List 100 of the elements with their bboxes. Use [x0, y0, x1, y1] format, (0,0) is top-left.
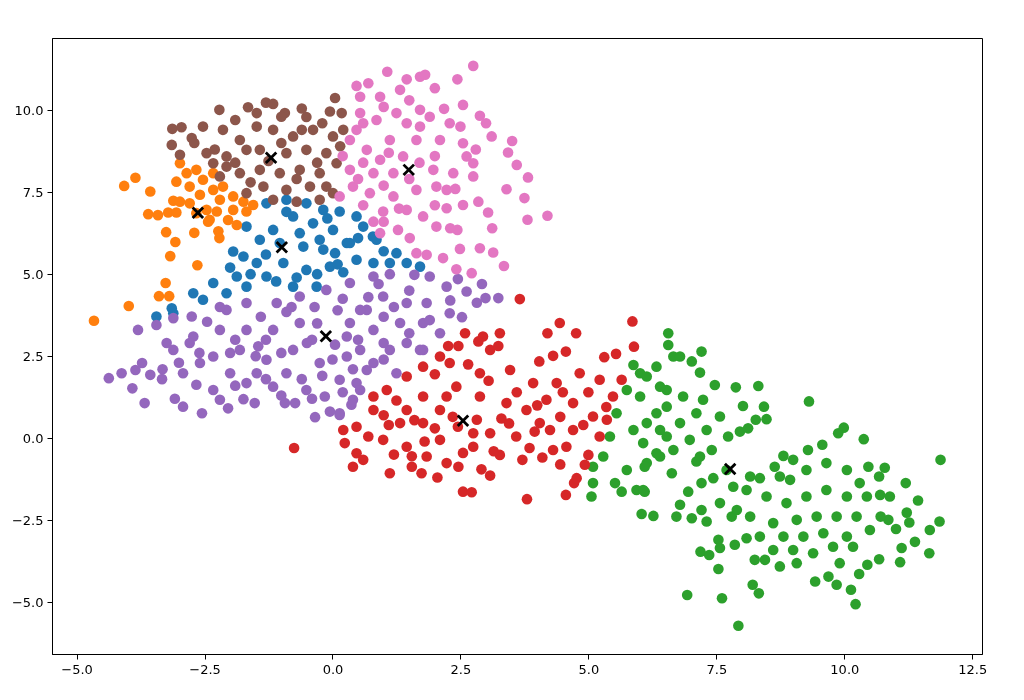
point: [287, 281, 299, 292]
point: [188, 227, 200, 239]
point: [192, 260, 203, 271]
point: [207, 277, 219, 289]
y-tick-label: 7.5: [22, 184, 44, 200]
point: [224, 262, 236, 273]
point: [384, 257, 396, 269]
point: [222, 214, 234, 226]
point: [297, 241, 309, 252]
point: [160, 277, 171, 289]
point: [184, 198, 195, 209]
point: [294, 227, 306, 239]
point: [181, 167, 192, 179]
x-tick-label: 5.0: [578, 661, 600, 677]
point: [171, 176, 182, 187]
y-tick-label: 0.0: [22, 430, 44, 446]
point: [163, 290, 175, 302]
point: [254, 234, 266, 246]
point: [123, 300, 135, 312]
point: [319, 329, 333, 343]
point: [368, 257, 379, 269]
point: [231, 219, 243, 231]
point: [281, 194, 292, 206]
point: [241, 221, 252, 232]
point: [311, 268, 323, 280]
point: [307, 218, 319, 229]
point: [152, 209, 164, 221]
point: [261, 271, 272, 282]
point: [171, 207, 182, 218]
point: [214, 194, 226, 206]
point: [391, 247, 402, 259]
point: [278, 257, 289, 269]
point: [153, 290, 165, 302]
point: [164, 250, 176, 262]
point: [322, 213, 333, 224]
y-tick-label: 10.0: [14, 102, 44, 118]
point: [227, 191, 239, 202]
point: [151, 311, 162, 322]
point: [317, 204, 329, 216]
point: [352, 232, 364, 244]
point: [334, 206, 345, 217]
point: [160, 226, 172, 238]
point: [245, 268, 256, 280]
point: [351, 211, 362, 222]
y-tick-label: 5.0: [22, 266, 44, 282]
point: [275, 240, 289, 254]
point: [197, 174, 209, 185]
point: [142, 208, 154, 220]
point: [207, 184, 219, 196]
point: [332, 259, 343, 270]
x-tick-label: −2.5: [189, 661, 221, 677]
point: [314, 234, 325, 246]
point: [264, 151, 278, 165]
point: [211, 206, 223, 217]
point: [291, 272, 302, 283]
point: [241, 206, 252, 217]
point: [191, 164, 202, 176]
x-tick-label: −5.0: [61, 661, 93, 677]
point: [170, 236, 181, 248]
point: [227, 204, 239, 216]
point: [260, 249, 272, 260]
point: [221, 287, 232, 299]
x-tick-label: 12.5: [958, 661, 988, 677]
point: [231, 271, 243, 282]
point: [281, 206, 292, 218]
point: [217, 181, 229, 192]
point: [357, 221, 369, 232]
point: [301, 198, 312, 209]
y-tick-label: −2.5: [11, 512, 44, 528]
point: [88, 315, 100, 327]
point: [317, 244, 329, 255]
point: [130, 172, 141, 184]
point: [351, 254, 362, 266]
point: [227, 246, 239, 257]
point: [247, 199, 259, 211]
point: [184, 181, 195, 192]
point: [414, 261, 426, 272]
y-tick-label: 2.5: [22, 348, 44, 364]
point: [327, 224, 339, 236]
point: [329, 247, 341, 259]
point: [251, 257, 263, 269]
point: [401, 257, 413, 269]
point: [197, 294, 209, 306]
x-tick-label: 2.5: [450, 661, 472, 677]
y-tick-label: −5.0: [11, 594, 44, 610]
point: [144, 186, 156, 197]
point: [187, 287, 199, 299]
point: [267, 224, 279, 236]
point: [241, 281, 252, 292]
point: [118, 180, 130, 192]
point: [270, 276, 282, 287]
x-tick-label: 10.0: [830, 661, 860, 677]
point: [378, 245, 389, 257]
point: [194, 189, 206, 201]
point: [301, 264, 312, 276]
point: [337, 266, 349, 278]
point: [311, 281, 322, 292]
point: [238, 196, 249, 207]
point: [723, 462, 737, 476]
x-tick-label: 0.0: [322, 661, 344, 677]
